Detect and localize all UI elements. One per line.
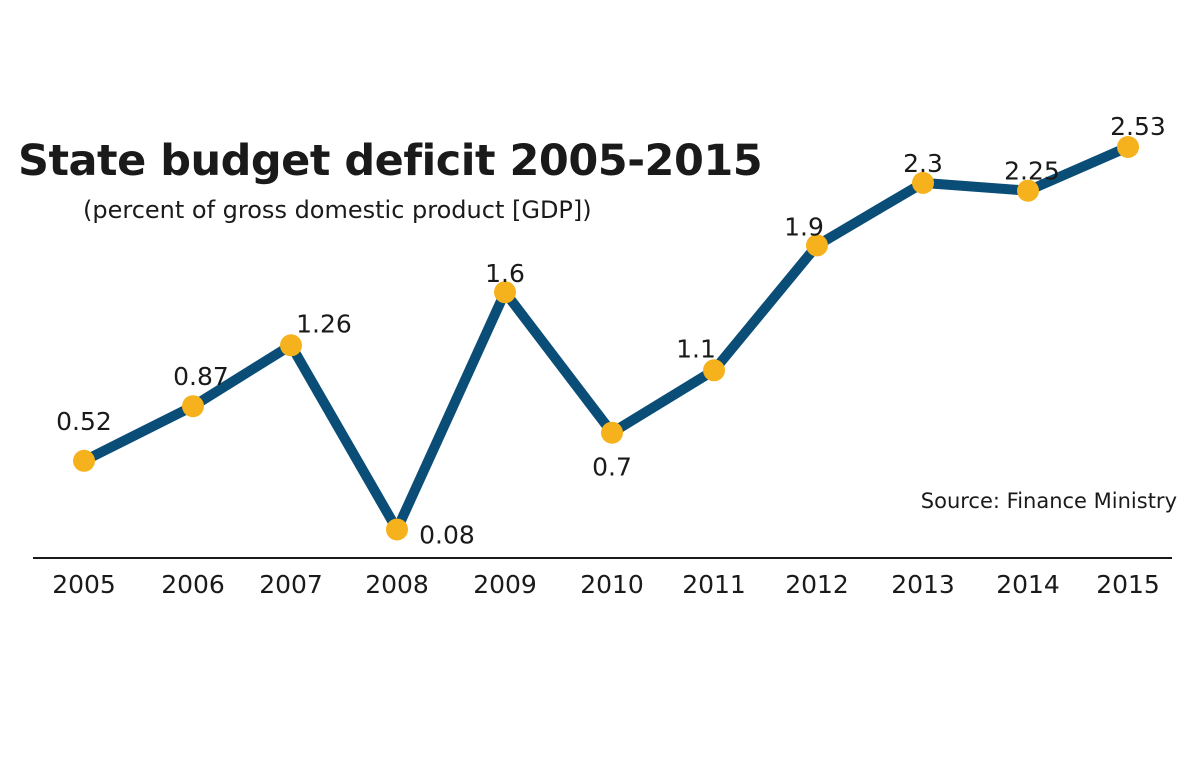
x-tick-label: 2007 — [259, 570, 323, 599]
data-point — [73, 449, 95, 472]
data-point — [494, 281, 516, 304]
data-label: 0.52 — [56, 407, 112, 436]
data-label-group: 0.52 0.87 1.26 0.08 1.6 0.7 1.1 1.9 2.3 2.25 2.53 — [56, 112, 1166, 550]
data-point — [912, 171, 934, 194]
data-label: 1.6 — [485, 259, 525, 288]
x-tick-label: 2010 — [580, 570, 644, 599]
data-label: 0.7 — [592, 453, 632, 482]
data-point-group — [73, 136, 1139, 541]
x-tick-label: 2015 — [1096, 570, 1160, 599]
x-tick-label: 2013 — [891, 570, 955, 599]
data-point — [1117, 136, 1139, 158]
data-label: 1.26 — [296, 309, 352, 338]
data-point — [386, 518, 408, 541]
data-point — [1017, 179, 1039, 202]
data-label: 0.87 — [173, 362, 229, 391]
data-point — [280, 334, 302, 357]
x-tick-label: 2012 — [785, 570, 849, 599]
data-point — [703, 359, 725, 382]
x-tick-label: 2006 — [161, 570, 225, 599]
data-label: 2.53 — [1110, 112, 1166, 141]
data-label: 1.1 — [676, 334, 716, 363]
data-point — [806, 234, 828, 257]
x-axis: 2005 2006 2007 2008 2009 2010 2011 2012 2013 2014… — [33, 557, 1172, 599]
x-tick-label: 2008 — [365, 570, 429, 599]
data-label: 1.9 — [784, 212, 824, 241]
data-label: 2.3 — [903, 149, 943, 178]
x-tick-label: 2005 — [52, 570, 116, 599]
chart-title: State budget deficit 2005-2015 — [18, 136, 763, 186]
x-tick-label: 2009 — [473, 570, 537, 599]
chart-source: Source: Finance Ministry — [920, 489, 1177, 513]
data-point — [601, 421, 623, 444]
x-tick-label: 2014 — [996, 570, 1060, 599]
data-label: 0.08 — [419, 521, 475, 550]
data-point — [182, 395, 204, 418]
data-label: 2.25 — [1004, 157, 1060, 186]
x-tick-label: 2011 — [682, 570, 746, 599]
chart-subtitle: (percent of gross domestic product [GDP]… — [83, 196, 592, 224]
